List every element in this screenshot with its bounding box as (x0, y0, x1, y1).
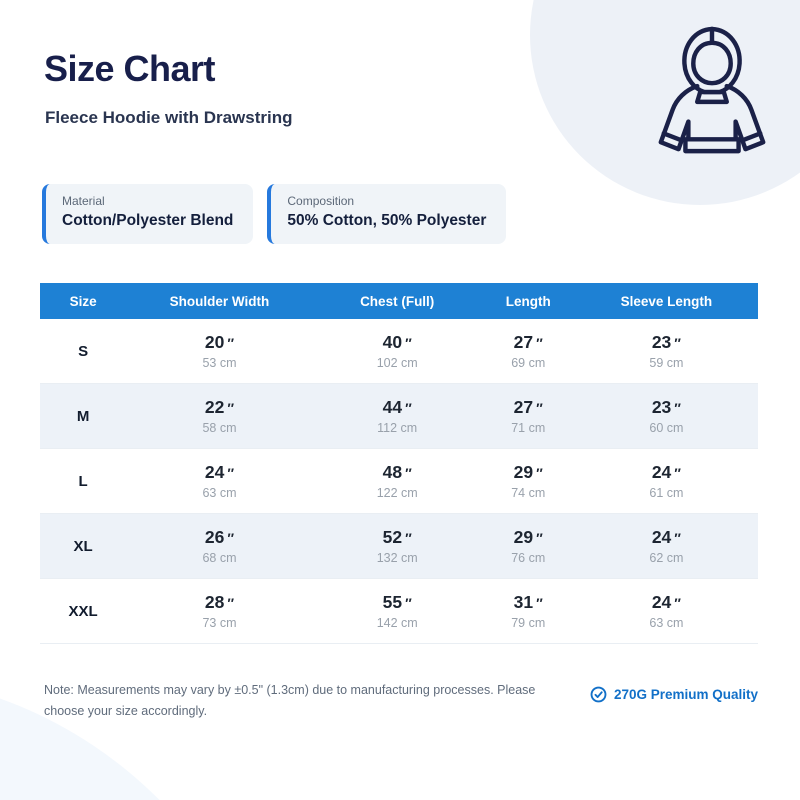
quality-badge-label: 270G Premium Quality (613, 687, 758, 702)
table-row-xl: XL 26 ″ 68 cm 52 ″ 132 cm 29 ″ 76 cm 24 ″ 62 cm (40, 514, 758, 579)
measurement-cm: 53 cm (202, 356, 237, 370)
measurement-in: 20 ″ (204, 332, 235, 352)
measurement-cm: 76 cm (511, 551, 546, 565)
column-header-length: Length (505, 293, 551, 309)
measurement-cm: 62 cm (649, 551, 684, 565)
info-cards: Material Cotton/Polyester Blend Composit… (42, 184, 507, 244)
measurement-in: 24 ″ (651, 592, 681, 612)
measurement-cm: 58 cm (202, 421, 237, 435)
composition-card: Composition 50% Cotton, 50% Polyester (267, 184, 507, 244)
measurement-cm: 60 cm (649, 421, 684, 435)
product-subtitle: Fleece Hoodie with Drawstring (45, 108, 293, 127)
measurement-cm: 68 cm (202, 551, 237, 565)
measurement-cm: 74 cm (511, 486, 546, 500)
composition-label: Composition (287, 194, 355, 208)
measurement-in: 24 ″ (651, 527, 681, 547)
column-header-sleeve-length: Sleeve Length (620, 293, 713, 309)
measurement-in: 29 ″ (513, 527, 543, 547)
size-label: L (78, 472, 88, 490)
measurement-cm: 63 cm (649, 616, 684, 630)
check-circle-icon (590, 686, 607, 703)
column-header-chest: Chest (Full) (360, 293, 435, 309)
measurement-in: 24 ″ (651, 462, 681, 482)
measurement-cm: 61 cm (649, 486, 684, 500)
measurement-in: 48 ″ (382, 462, 412, 482)
measurement-in: 23 ″ (651, 332, 681, 352)
table-row-xxl: XXL 28 ″ 73 cm 55 ″ 142 cm 31 ″ 79 cm 24 ″ 63 cm (40, 579, 758, 644)
measurement-in: 31 ″ (513, 592, 543, 612)
measurement-cm: 71 cm (511, 421, 546, 435)
measurement-in: 23 ″ (651, 397, 681, 417)
size-label: M (76, 407, 90, 425)
measurement-cm: 69 cm (511, 356, 546, 370)
measurement-cm: 112 cm (377, 421, 418, 435)
measurement-cm: 102 cm (376, 356, 418, 370)
measurement-in: 28 ″ (204, 592, 235, 612)
measurement-in: 24 ″ (204, 462, 235, 482)
table-row-l: L 24 ″ 63 cm 48 ″ 122 cm 29 ″ 74 cm 24 ″ 61 cm (40, 449, 758, 514)
measurement-cm: 79 cm (511, 616, 546, 630)
size-table: Size Shoulder Width Chest (Full) Length … (40, 283, 758, 644)
measurement-in: 55 ″ (382, 592, 412, 612)
measurement-in: 27 ″ (513, 397, 543, 417)
measurement-in: 44 ″ (382, 397, 412, 417)
size-label: S (78, 342, 89, 360)
material-value: Cotton/Polyester Blend (62, 212, 234, 229)
measurement-in: 27 ″ (513, 332, 543, 352)
measurement-in: 40 ″ (382, 332, 412, 352)
note-text: Note: Measurements may vary by ±0.5" (1.… (44, 683, 536, 718)
quality-badge: 270G Premium Quality (590, 686, 758, 703)
measurement-cm: 142 cm (376, 616, 418, 630)
column-header-shoulder-width: Shoulder Width (169, 293, 270, 309)
table-header-row: Size Shoulder Width Chest (Full) Length … (40, 283, 758, 319)
column-header-size: Size (69, 293, 97, 309)
measurement-in: 22 ″ (204, 397, 235, 417)
measurement-cm: 132 cm (376, 551, 418, 565)
material-label: Material (62, 194, 105, 208)
measurement-cm: 122 cm (376, 486, 418, 500)
measurement-in: 26 ″ (204, 527, 235, 547)
measurement-in: 29 ″ (513, 462, 543, 482)
measurement-cm: 63 cm (202, 486, 237, 500)
measurement-cm: 73 cm (202, 616, 237, 630)
material-card: Material Cotton/Polyester Blend (42, 184, 254, 244)
table-row-s: S 20 ″ 53 cm 40 ″ 102 cm 27 ″ 69 cm 23 ″ 59 cm (40, 319, 758, 384)
composition-value: 50% Cotton, 50% Polyester (287, 212, 487, 229)
size-label: XL (73, 537, 93, 555)
size-label: XXL (68, 602, 98, 620)
measurement-in: 52 ″ (382, 527, 412, 547)
table-row-m: M 22 ″ 58 cm 44 ″ 112 cm 27 ″ 71 cm 23 ″ 60 cm (40, 384, 758, 449)
measurement-cm: 59 cm (649, 356, 684, 370)
hoodie-icon (658, 26, 766, 154)
page-title: Size Chart (44, 48, 216, 89)
